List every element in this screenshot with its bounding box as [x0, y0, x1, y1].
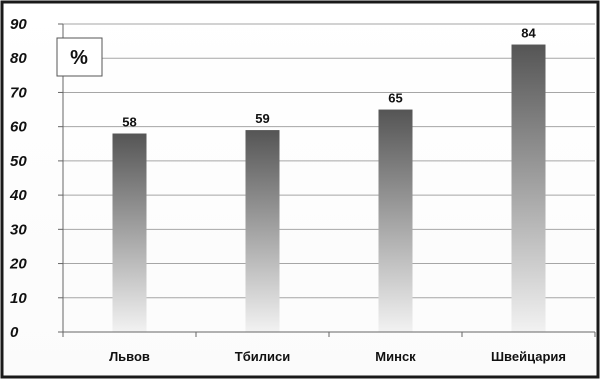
data-label: 58 — [122, 115, 136, 130]
y-tick-label: 30 — [10, 221, 27, 238]
bars — [112, 44, 546, 333]
bar — [245, 130, 280, 332]
data-label: 59 — [255, 111, 269, 126]
x-tick-label: Тбилиси — [235, 349, 290, 364]
x-tick-label: Минск — [375, 349, 416, 364]
bar — [378, 109, 413, 332]
bar — [511, 44, 546, 333]
data-label: 84 — [521, 26, 536, 41]
y-tick-label: 40 — [9, 187, 27, 204]
y-tick-label: 20 — [9, 256, 27, 273]
x-tick-label: Швейцария — [491, 349, 566, 364]
y-tick-label: 0 — [10, 324, 19, 341]
data-labels: 58 59 65 84 — [122, 26, 536, 130]
y-tick-label: 80 — [10, 50, 27, 67]
data-label: 65 — [388, 91, 402, 106]
y-tick-label: 50 — [10, 153, 27, 170]
gridlines — [63, 23, 595, 299]
bar — [112, 133, 147, 332]
unit-label: % — [70, 47, 88, 69]
unit-box-frame — [56, 37, 103, 77]
x-axis: Львов Тбилиси Минск Швейцария — [62, 331, 596, 364]
y-tick-label: 70 — [10, 84, 27, 101]
y-tick-label: 10 — [10, 290, 27, 307]
y-tick-label: 60 — [10, 119, 27, 136]
y-tick-label: 90 — [10, 16, 27, 33]
unit-box: % — [56, 37, 103, 77]
x-tick-label: Львов — [109, 349, 150, 364]
